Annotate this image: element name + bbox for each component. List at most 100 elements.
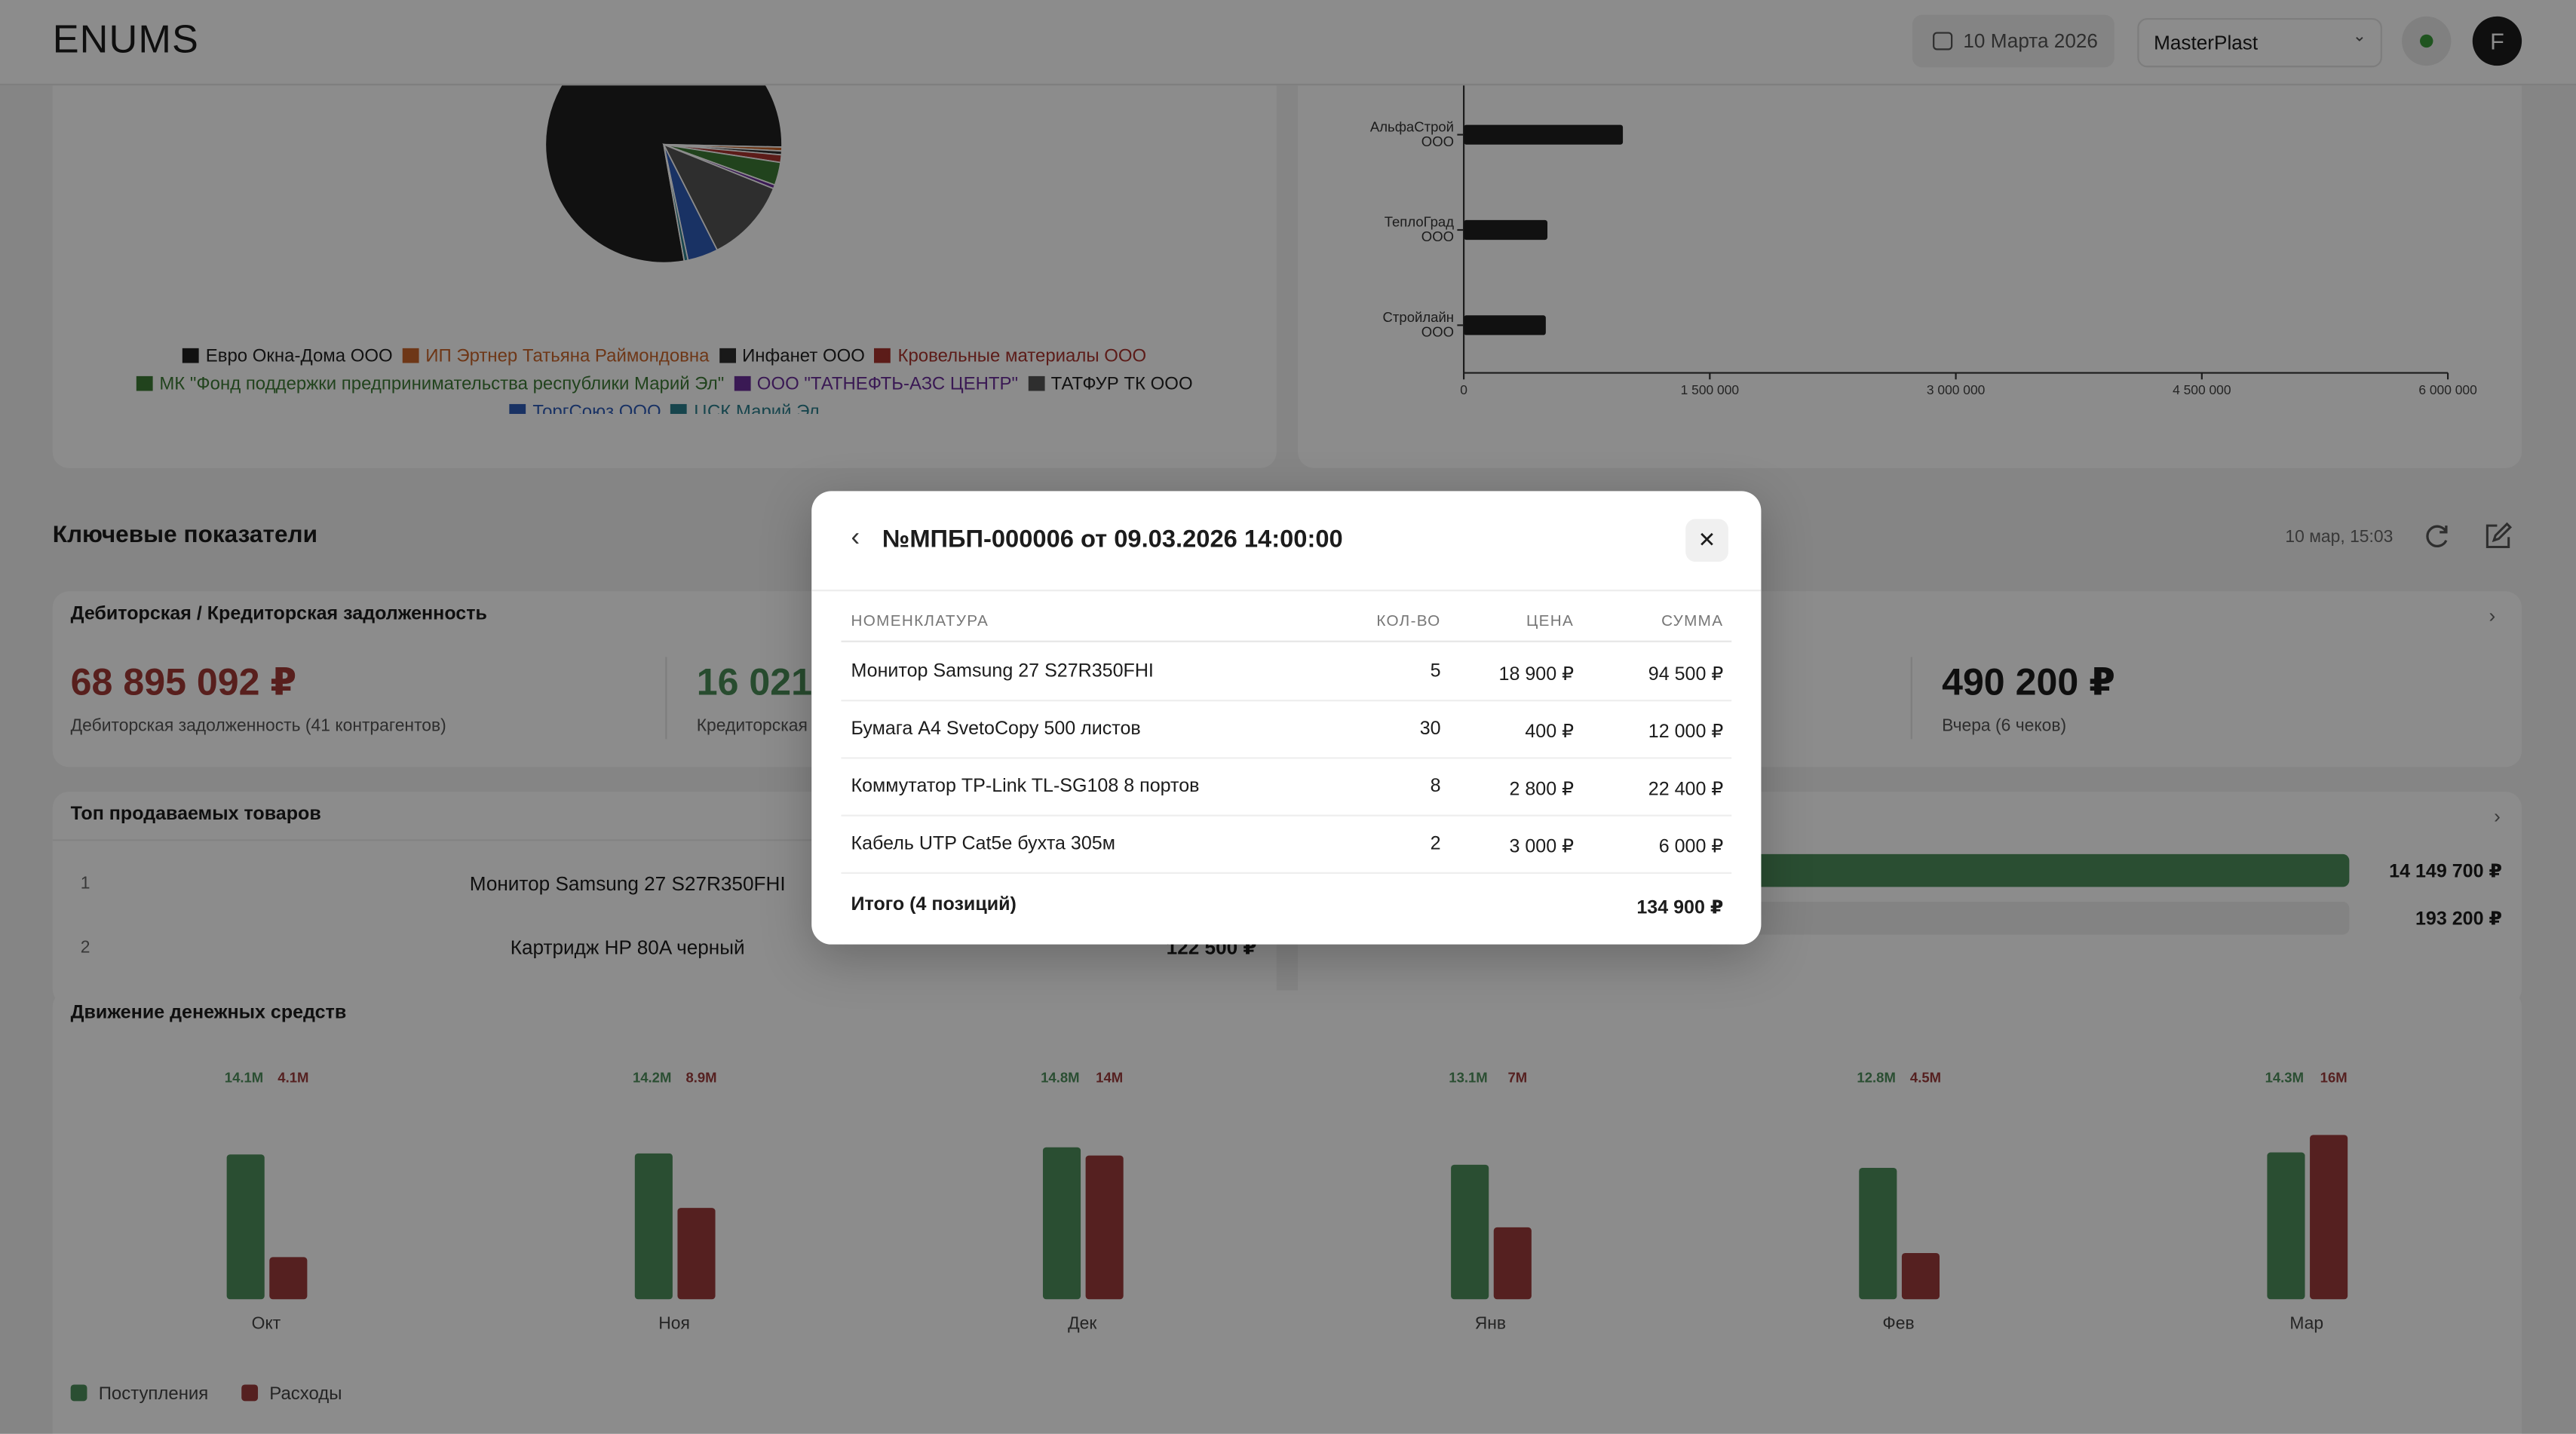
row-divider	[841, 757, 1732, 759]
value-label: 4.1M	[278, 1070, 308, 1086]
legend-swatch	[734, 375, 751, 391]
y-tick-label: ТеплоГрад ООО	[1384, 213, 1455, 244]
date-text: 10 Марта 2026	[1963, 29, 2098, 53]
sales-label: Вчера (6 чеков)	[1942, 715, 2067, 736]
rank: 1	[80, 873, 90, 894]
edit-button[interactable]	[2484, 522, 2513, 550]
progress-value: 193 200 ₽	[2415, 909, 2502, 930]
cash-bar	[226, 1154, 265, 1300]
cashflow-card: Движение денежных средств 14.1M 4.1M Окт 14.…	[52, 990, 2522, 1434]
total-value: 134 900 ₽	[1636, 898, 1724, 918]
legend-label: Инфанет ООО	[742, 346, 865, 366]
product-name: Картридж HP 80A черный	[510, 936, 745, 960]
value-label: 8.9M	[685, 1070, 716, 1086]
x-tick-label: 0	[1460, 382, 1467, 397]
legend-label: ТоргСоюз ООО	[532, 402, 661, 414]
x-tick-label: Мар	[2289, 1313, 2323, 1332]
refresh-button[interactable]	[2423, 522, 2451, 550]
value-label: 13.1M	[1449, 1070, 1487, 1086]
refresh-icon	[2426, 525, 2448, 547]
legend-item: ИП Эртнер Татьяна Раймондовна	[402, 343, 710, 371]
cash-bar	[1901, 1252, 1940, 1300]
legend-label: Кровельные материалы ООО	[897, 346, 1147, 366]
x-tick-label: 3 000 000	[1927, 382, 1985, 397]
product-name: Монитор Samsung 27 S27R350FHI	[469, 872, 786, 896]
legend-swatch	[1028, 375, 1044, 391]
x-tick-label: Окт	[252, 1313, 281, 1332]
x-tick-label: 6 000 000	[2418, 382, 2476, 397]
legend-swatch	[241, 1384, 259, 1402]
y-tick-label: Стройлайн ООО	[1382, 308, 1455, 339]
y-tick-label: АльфаСтрой ООО	[1369, 118, 1455, 149]
column-header: СУММА	[1661, 612, 1724, 631]
divider	[811, 590, 1762, 592]
chevron: ⌄	[2352, 28, 2366, 46]
bar-card: 0 1 500 000 3 000 000 4 500 000 6 000 000 Аль…	[1298, 16, 2522, 468]
legend-swatch	[670, 403, 688, 414]
cash-bar	[269, 1257, 308, 1300]
item-name: Монитор Samsung 27 S27R350FHI	[851, 661, 1154, 682]
company-select[interactable]: MasterPlast ⌄	[2137, 17, 2382, 68]
avatar[interactable]: F	[2472, 16, 2522, 66]
value-label: 4.5M	[1910, 1070, 1941, 1086]
legend-item: Кровельные материалы ООО	[874, 343, 1147, 371]
item-name: Кабель UTP Cat5e бухта 305м	[851, 834, 1115, 854]
legend-item: ТоргСоюз ООО	[509, 399, 661, 414]
legend-item: ТАТФУР ТК ООО	[1028, 371, 1193, 399]
divider	[841, 640, 1732, 642]
x-tick-label: Дек	[1068, 1313, 1097, 1332]
card-title: Топ продаваемых товаров	[70, 804, 321, 825]
item-cell: 5	[1430, 661, 1441, 682]
legend-item: Инфанет ООО	[719, 343, 865, 371]
date-picker[interactable]: 10 Марта 2026	[1912, 14, 2114, 68]
status-dot	[2420, 34, 2433, 48]
section-title: Ключевые показатели	[52, 522, 318, 549]
legend-swatch	[874, 348, 891, 363]
legend-swatch	[402, 348, 419, 363]
legend-swatch	[136, 375, 153, 391]
sales-value: 490 200 ₽	[1942, 660, 2116, 703]
bar	[1464, 315, 1546, 336]
cash-bar	[1085, 1155, 1124, 1300]
edit-icon	[2486, 522, 2513, 548]
legend-swatch	[509, 403, 526, 414]
cash-bar	[634, 1153, 673, 1300]
logo: ENUMS	[52, 17, 199, 63]
legend-label: МК "Фонд поддержки предпринимательства р…	[159, 374, 725, 394]
legend-label: ООО "ТАТНЕФТЬ-АЗС ЦЕНТР"	[756, 374, 1019, 394]
x-tick-label: Янв	[1475, 1313, 1506, 1332]
legend-item: Евро Окна-Дома ООО	[182, 343, 393, 371]
value-label: 7M	[1507, 1070, 1527, 1086]
item-cell: 6 000 ₽	[1658, 838, 1724, 858]
modal: ‹ №МПБП-000006 от 09.03.2026 14:00:00 ✕ НОМ…	[811, 491, 1762, 945]
item-cell: 3 000 ₽	[1509, 838, 1575, 858]
x-tick-label: Ноя	[658, 1313, 690, 1332]
value-label: 14M	[1096, 1070, 1123, 1086]
payable-label: Кредиторская	[696, 715, 808, 736]
legend-item: ЦСК Марий Эл	[670, 399, 820, 414]
legend-item: МК "Фонд поддержки предпринимательства р…	[136, 371, 724, 399]
item-name: Коммутатор TP-Link TL-SG108 8 портов	[851, 777, 1200, 797]
back-button[interactable]: ‹	[851, 523, 860, 552]
item-cell: 30	[1419, 719, 1441, 740]
legend-label: ИП Эртнер Татьяна Раймондовна	[425, 346, 710, 366]
item-name: Бумага А4 SvetoCopy 500 листов	[851, 719, 1141, 740]
item-cell: 12 000 ₽	[1648, 722, 1724, 743]
pie-slice	[662, 143, 774, 251]
progress-value: 14 149 700 ₽	[2389, 862, 2502, 882]
cash-bar	[1859, 1167, 1897, 1300]
divider	[52, 839, 1277, 841]
calendar-icon	[1933, 32, 1953, 51]
modal-title: №МПБП-000006 от 09.03.2026 14:00:00	[882, 525, 1343, 554]
rank: 2	[80, 937, 90, 958]
value-label: 14.2M	[633, 1070, 671, 1086]
bar-chart: 0 1 500 000 3 000 000 4 500 000 6 000 000	[1457, 81, 2477, 397]
updated-time: 10 мар, 15:03	[2285, 527, 2394, 547]
item-cell: 2 800 ₽	[1509, 780, 1575, 800]
cash-bar	[2310, 1135, 2348, 1300]
legend-label: Поступления	[99, 1383, 209, 1404]
close-button[interactable]: ✕	[1685, 519, 1728, 562]
legend-label: Евро Окна-Дома ООО	[205, 346, 393, 366]
payable-value: 16 021	[696, 660, 812, 703]
